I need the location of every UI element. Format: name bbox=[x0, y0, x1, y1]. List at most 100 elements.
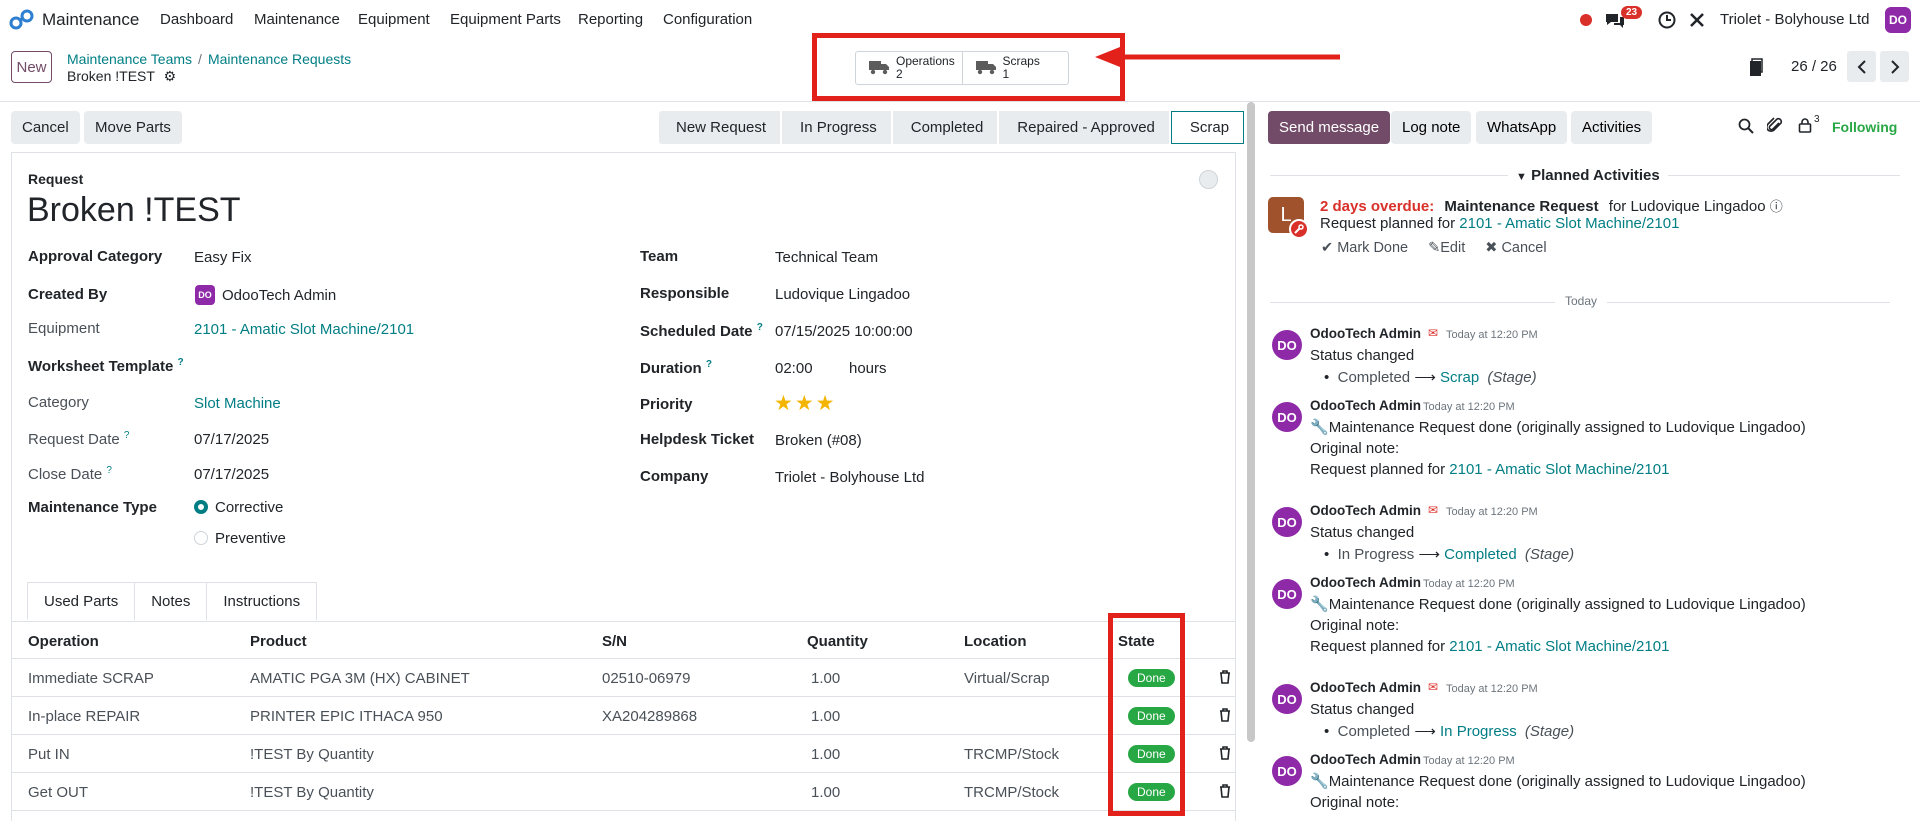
avatar[interactable]: DO bbox=[1269, 681, 1305, 717]
table-row[interactable]: In-place REPAIR PRINTER EPIC ITHACA 950 … bbox=[11, 697, 1236, 735]
tab-used-parts[interactable]: Used Parts bbox=[27, 582, 136, 620]
followers-lock-icon[interactable] bbox=[1798, 117, 1812, 137]
info-icon[interactable]: ⓘ bbox=[1769, 199, 1783, 214]
table-row[interactable]: Immediate SCRAP AMATIC PGA 3M (HX) CABIN… bbox=[11, 659, 1236, 697]
status-dot-icon[interactable] bbox=[1580, 14, 1592, 26]
created-by-value[interactable]: OdooTech Admin bbox=[222, 287, 337, 304]
radio-preventive-label[interactable]: Preventive bbox=[215, 530, 286, 547]
gear-icon[interactable]: ⚙ bbox=[163, 68, 177, 84]
menu-equipment-parts[interactable]: Equipment Parts bbox=[450, 11, 561, 28]
tab-notes[interactable]: Notes bbox=[134, 582, 208, 620]
team-value[interactable]: Technical Team bbox=[775, 249, 879, 266]
log-note-button[interactable]: Log note bbox=[1391, 111, 1472, 144]
menu-reporting[interactable]: Reporting bbox=[578, 11, 644, 28]
trash-icon[interactable] bbox=[1219, 746, 1231, 764]
edit-activity-button[interactable]: ✎Edit bbox=[1428, 240, 1465, 256]
scheduled-date-value[interactable]: 07/15/2025 10:00:00 bbox=[775, 323, 913, 340]
tab-instructions[interactable]: Instructions bbox=[206, 582, 318, 620]
helpdesk-ticket-value[interactable]: Broken (#08) bbox=[775, 432, 862, 449]
stage-completed[interactable]: Completed bbox=[892, 111, 1000, 144]
radio-corrective[interactable] bbox=[194, 500, 208, 514]
user-avatar[interactable]: DO bbox=[1885, 7, 1911, 33]
form-scrollbar[interactable] bbox=[1247, 102, 1255, 742]
message-author[interactable]: OdooTech Admin bbox=[1310, 326, 1421, 341]
column-location[interactable]: Location bbox=[964, 633, 1027, 650]
search-icon[interactable] bbox=[1738, 118, 1754, 138]
move-parts-button[interactable]: Move Parts bbox=[84, 111, 182, 144]
request-title[interactable]: Broken !TEST bbox=[27, 191, 241, 229]
column-sn[interactable]: S/N bbox=[602, 633, 628, 650]
company-value[interactable]: Triolet - Bolyhouse Ltd bbox=[775, 469, 925, 486]
message-author[interactable]: OdooTech Admin bbox=[1310, 398, 1421, 413]
menu-configuration[interactable]: Configuration bbox=[663, 11, 753, 28]
cancel-activity-button[interactable]: ✖ Cancel bbox=[1485, 240, 1546, 256]
avatar[interactable]: DO bbox=[1269, 504, 1305, 540]
tools-icon[interactable] bbox=[1688, 11, 1706, 33]
equipment-link[interactable]: 2101 - Amatic Slot Machine/2101 bbox=[194, 321, 415, 338]
send-message-button[interactable]: Send message bbox=[1268, 111, 1391, 144]
document-icon[interactable] bbox=[1748, 58, 1764, 82]
pager-value[interactable]: 26 / 26 bbox=[1791, 58, 1837, 75]
avatar[interactable]: DO bbox=[1269, 753, 1305, 789]
message-note-link[interactable]: 2101 - Amatic Slot Machine/2101 bbox=[1449, 461, 1670, 478]
avatar[interactable]: DO bbox=[1269, 327, 1305, 363]
app-name[interactable]: Maintenance bbox=[42, 10, 140, 29]
approval-category-value[interactable]: Easy Fix bbox=[194, 249, 252, 266]
company-switcher[interactable]: Triolet - Bolyhouse Ltd bbox=[1720, 11, 1870, 28]
message-author[interactable]: OdooTech Admin bbox=[1310, 680, 1421, 695]
following-status[interactable]: Following bbox=[1832, 119, 1898, 135]
mark-done-button[interactable]: ✔ Mark Done bbox=[1321, 240, 1408, 256]
stage-new-request[interactable]: New Request bbox=[659, 111, 783, 144]
priority-stars[interactable]: ★★★ bbox=[774, 391, 836, 416]
chat-icon[interactable] bbox=[1604, 11, 1626, 35]
menu-maintenance[interactable]: Maintenance bbox=[254, 11, 340, 28]
trash-icon[interactable] bbox=[1219, 708, 1231, 726]
column-state[interactable]: State bbox=[1118, 633, 1155, 650]
message-note-link[interactable]: 2101 - Amatic Slot Machine/2101 bbox=[1449, 638, 1670, 655]
pager-next-button[interactable] bbox=[1880, 51, 1909, 82]
activity-planned-link[interactable]: 2101 - Amatic Slot Machine/2101 bbox=[1459, 215, 1680, 232]
responsible-value[interactable]: Ludovique Lingadoo bbox=[775, 286, 911, 303]
trash-icon[interactable] bbox=[1219, 670, 1231, 688]
help-icon[interactable]: ? bbox=[756, 322, 763, 333]
kanban-state-icon[interactable] bbox=[1199, 170, 1218, 189]
breadcrumb-maintenance-requests[interactable]: Maintenance Requests bbox=[207, 51, 352, 67]
radio-corrective-label[interactable]: Corrective bbox=[215, 499, 284, 516]
column-operation[interactable]: Operation bbox=[28, 633, 99, 650]
duration-value[interactable]: 02:00 bbox=[775, 360, 813, 377]
category-link[interactable]: Slot Machine bbox=[194, 395, 281, 412]
menu-dashboard[interactable]: Dashboard bbox=[160, 11, 234, 28]
menu-equipment[interactable]: Equipment bbox=[358, 11, 430, 28]
help-icon[interactable]: ? bbox=[106, 465, 112, 476]
star-icon[interactable]: ★ bbox=[815, 392, 837, 415]
operations-smart-button[interactable]: Operations 2 bbox=[856, 52, 962, 84]
stage-scrap[interactable]: Scrap bbox=[1170, 111, 1245, 144]
star-icon[interactable]: ★ bbox=[774, 392, 795, 415]
help-icon[interactable]: ? bbox=[177, 357, 184, 368]
planned-activities-toggle[interactable]: ▼ Planned Activities bbox=[1508, 167, 1668, 184]
close-date-value[interactable]: 07/17/2025 bbox=[194, 466, 270, 483]
help-icon[interactable]: ? bbox=[123, 430, 130, 441]
avatar[interactable]: DO bbox=[1269, 576, 1305, 612]
message-author[interactable]: OdooTech Admin bbox=[1310, 752, 1421, 767]
breadcrumb-maintenance-teams[interactable]: Maintenance Teams bbox=[67, 51, 193, 67]
message-author[interactable]: OdooTech Admin bbox=[1310, 503, 1421, 518]
apps-menu-icon[interactable] bbox=[9, 9, 35, 35]
clock-icon[interactable] bbox=[1658, 11, 1676, 33]
stage-in-progress[interactable]: In Progress bbox=[782, 111, 893, 144]
activities-button[interactable]: Activities bbox=[1571, 111, 1653, 144]
whatsapp-button[interactable]: WhatsApp bbox=[1476, 111, 1568, 144]
table-row[interactable]: Put IN !TEST By Quantity 1.00 TRCMP/Stoc… bbox=[11, 735, 1236, 773]
scraps-smart-button[interactable]: Scraps 1 bbox=[961, 52, 1069, 84]
new-button[interactable]: New bbox=[11, 51, 52, 83]
column-product[interactable]: Product bbox=[250, 633, 307, 650]
trash-icon[interactable] bbox=[1219, 784, 1231, 802]
request-date-value[interactable]: 07/17/2025 bbox=[194, 431, 270, 448]
stage-repaired-approved[interactable]: Repaired - Approved bbox=[999, 111, 1171, 144]
message-author[interactable]: OdooTech Admin bbox=[1310, 575, 1421, 590]
pager-previous-button[interactable] bbox=[1847, 51, 1876, 82]
paperclip-icon[interactable] bbox=[1765, 117, 1783, 139]
column-quantity[interactable]: Quantity bbox=[807, 633, 868, 650]
help-icon[interactable]: ? bbox=[705, 359, 712, 370]
radio-preventive[interactable] bbox=[194, 531, 208, 545]
